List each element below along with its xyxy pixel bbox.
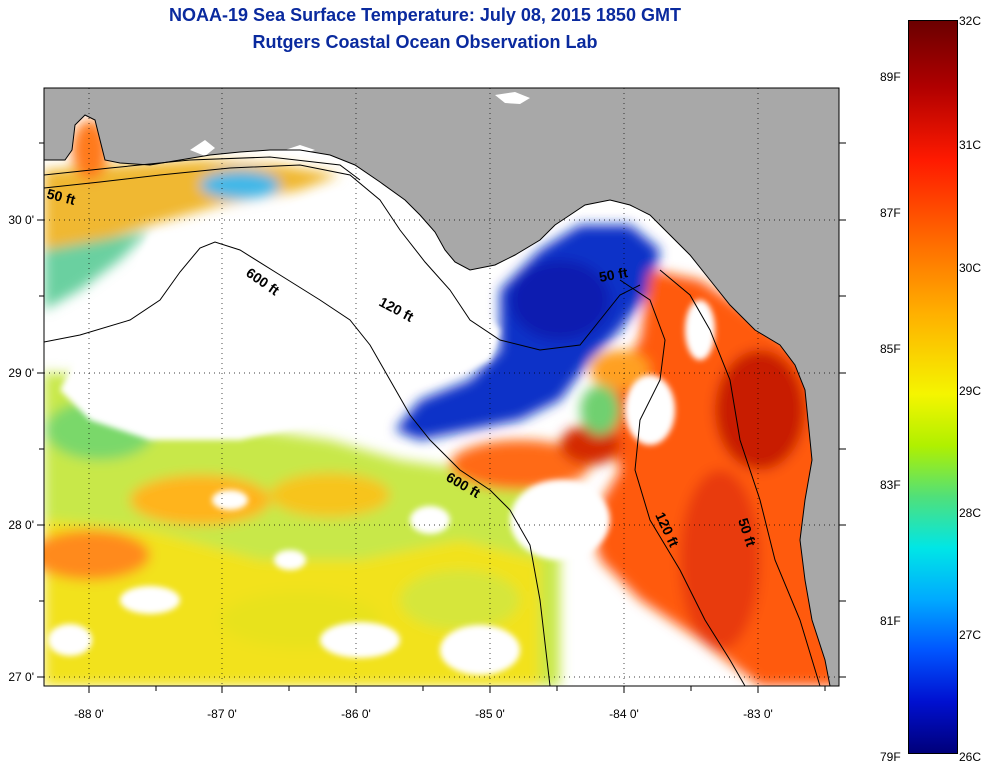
- colorbar-label-30c: 30C: [959, 261, 982, 275]
- colorbar-label-27c: 27C: [959, 628, 982, 642]
- lon-label-87: -87 0': [207, 707, 237, 721]
- map-area: 600 ft 120 ft 50 ft 50 ft 120 ft 600 ft …: [44, 88, 839, 686]
- land-mass: [44, 88, 839, 686]
- contour-label-50ft-east: 50 ft: [598, 264, 629, 285]
- colorbar-label-79f: 79F: [880, 750, 901, 764]
- lat-label-27: 27 0': [8, 670, 34, 684]
- colorbar-label-83f: 83F: [880, 478, 901, 492]
- coastline: [44, 114, 831, 686]
- colorbar-label-81f: 81F: [880, 614, 901, 628]
- colorbar-label-26c: 26C: [959, 750, 982, 764]
- lon-label-85: -85 0': [475, 707, 505, 721]
- lon-label-83: -83 0': [743, 707, 773, 721]
- colorbar-label-32c: 32C: [959, 14, 982, 28]
- lat-label-28: 28 0': [8, 518, 34, 532]
- contour-label-50ft-nw: 50 ft: [45, 185, 77, 208]
- axis-ticks: [37, 142, 846, 693]
- map-title: NOAA-19 Sea Surface Temperature: July 08…: [169, 5, 681, 25]
- colorbar-label-87f: 87F: [880, 206, 901, 220]
- map-subtitle: Rutgers Coastal Ocean Observation Lab: [252, 32, 598, 52]
- temperature-colorbar: [908, 20, 958, 754]
- lon-label-88: -88 0': [74, 707, 104, 721]
- map-frame: [43, 87, 840, 687]
- colorbar-label-89f: 89F: [880, 70, 901, 84]
- isobath-contours: [44, 156, 821, 686]
- lon-label-84: -84 0': [609, 707, 639, 721]
- colorbar-label-31c: 31C: [959, 138, 982, 152]
- lat-label-30: 30 0': [8, 213, 34, 227]
- colorbar-label-85f: 85F: [880, 342, 901, 356]
- lat-label-29: 29 0': [8, 366, 34, 380]
- colorbar-label-28c: 28C: [959, 506, 982, 520]
- colorbar-label-29c: 29C: [959, 384, 982, 398]
- lon-label-86: -86 0': [341, 707, 371, 721]
- cloud-cover: [48, 190, 715, 675]
